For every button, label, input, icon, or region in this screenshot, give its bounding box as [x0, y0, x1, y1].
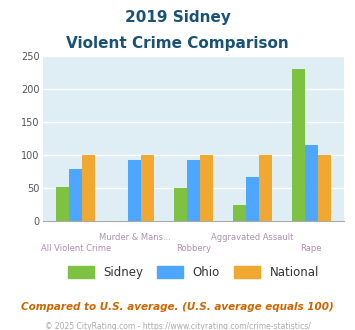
Bar — [246, 177, 259, 221]
Bar — [82, 155, 95, 221]
Bar — [318, 155, 331, 221]
Bar — [187, 160, 200, 221]
Bar — [56, 187, 69, 221]
Bar — [259, 155, 272, 221]
Text: Violent Crime Comparison: Violent Crime Comparison — [66, 36, 289, 51]
Text: Rape: Rape — [300, 244, 322, 253]
Bar — [141, 155, 154, 221]
Bar — [305, 145, 318, 221]
Text: Robbery: Robbery — [176, 244, 211, 253]
Bar — [200, 155, 213, 221]
Bar — [128, 160, 141, 221]
Legend: Sidney, Ohio, National: Sidney, Ohio, National — [62, 260, 325, 284]
Text: All Violent Crime: All Violent Crime — [40, 244, 111, 253]
Bar — [292, 69, 305, 221]
Text: 2019 Sidney: 2019 Sidney — [125, 10, 230, 25]
Text: Aggravated Assault: Aggravated Assault — [211, 233, 294, 242]
Text: © 2025 CityRating.com - https://www.cityrating.com/crime-statistics/: © 2025 CityRating.com - https://www.city… — [45, 322, 310, 330]
Text: Compared to U.S. average. (U.S. average equals 100): Compared to U.S. average. (U.S. average … — [21, 302, 334, 312]
Text: Murder & Mans...: Murder & Mans... — [99, 233, 170, 242]
Bar — [69, 169, 82, 221]
Bar — [233, 205, 246, 221]
Bar — [174, 188, 187, 221]
